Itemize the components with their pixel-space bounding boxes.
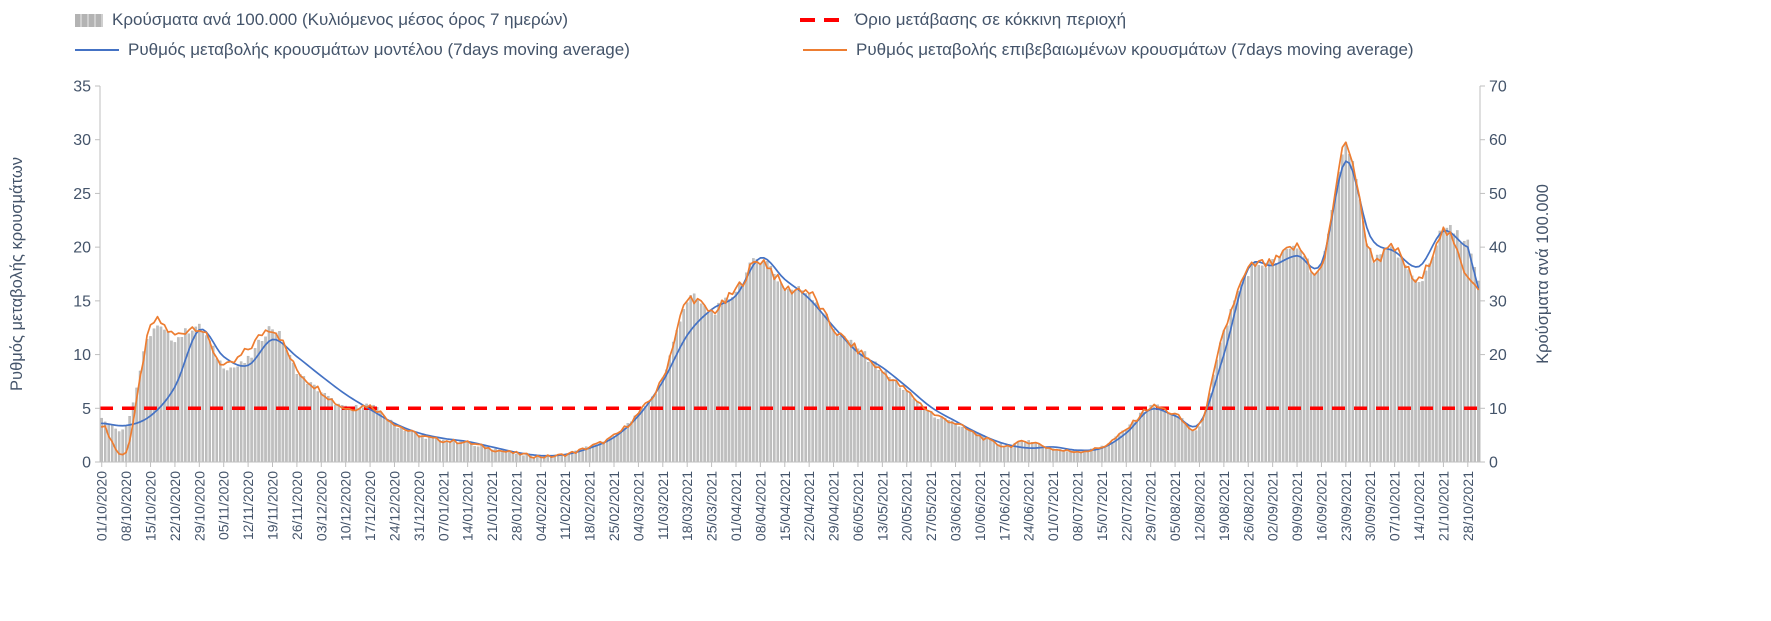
svg-text:02/09/2021: 02/09/2021 — [1265, 471, 1281, 541]
left-axis-title: Ρυθμός μεταβολής κρουσμάτων — [8, 157, 26, 391]
svg-text:22/04/2021: 22/04/2021 — [801, 471, 817, 541]
svg-text:18/02/2021: 18/02/2021 — [582, 471, 598, 541]
svg-text:13/05/2021: 13/05/2021 — [874, 471, 890, 541]
svg-text:11/02/2021: 11/02/2021 — [557, 471, 573, 540]
svg-text:29/04/2021: 29/04/2021 — [826, 471, 842, 541]
legend-label-confirmed-rate: Ρυθμός μεταβολής επιβεβαιωμένων κρουσμάτ… — [856, 40, 1414, 59]
confirmed-series-swatch — [803, 49, 847, 51]
svg-text:08/10/2020: 08/10/2020 — [118, 471, 134, 541]
legend-item-confirmed-rate: Ρυθμός μεταβολής επιβεβαιωμένων κρουσμάτ… — [803, 40, 1414, 60]
svg-text:31/12/2020: 31/12/2020 — [411, 471, 427, 541]
svg-text:22/07/2021: 22/07/2021 — [1118, 471, 1134, 541]
svg-text:21/01/2021: 21/01/2021 — [484, 471, 500, 541]
right-axis-title: Κρούσματα ανά 100.000 — [1534, 184, 1552, 364]
svg-text:03/06/2021: 03/06/2021 — [948, 471, 964, 541]
legend-item-model-rate: Ρυθμός μεταβολής κρουσμάτων μοντέλου (7d… — [75, 40, 630, 60]
threshold-dash-swatch — [800, 18, 846, 22]
svg-text:28/10/2021: 28/10/2021 — [1460, 471, 1476, 541]
svg-text:30: 30 — [73, 132, 91, 149]
svg-text:24/06/2021: 24/06/2021 — [1021, 471, 1037, 541]
svg-text:10: 10 — [1489, 401, 1507, 418]
svg-text:60: 60 — [1489, 132, 1507, 149]
bars-series — [100, 142, 1480, 463]
svg-text:35: 35 — [73, 79, 91, 96]
svg-text:17/12/2020: 17/12/2020 — [362, 471, 378, 541]
svg-text:16/09/2021: 16/09/2021 — [1313, 471, 1329, 541]
svg-text:15: 15 — [73, 293, 91, 310]
svg-text:24/12/2020: 24/12/2020 — [387, 471, 403, 541]
svg-text:04/02/2021: 04/02/2021 — [533, 471, 549, 541]
svg-text:40: 40 — [1489, 240, 1507, 257]
svg-text:07/10/2021: 07/10/2021 — [1387, 471, 1403, 541]
svg-text:06/05/2021: 06/05/2021 — [850, 471, 866, 541]
svg-text:19/08/2021: 19/08/2021 — [1216, 471, 1232, 541]
svg-text:25/03/2021: 25/03/2021 — [704, 471, 720, 541]
svg-text:30/09/2021: 30/09/2021 — [1362, 471, 1378, 541]
svg-text:0: 0 — [1489, 455, 1498, 472]
svg-text:10/12/2020: 10/12/2020 — [338, 471, 354, 541]
svg-text:10/06/2021: 10/06/2021 — [972, 471, 988, 541]
svg-text:10: 10 — [73, 347, 91, 364]
svg-text:05/11/2020: 05/11/2020 — [216, 471, 232, 540]
legend-item-red-zone-threshold: Όριο μετάβασης σε κόκκινη περιοχή — [800, 10, 1126, 30]
svg-text:15/10/2020: 15/10/2020 — [143, 471, 159, 541]
svg-text:05/08/2021: 05/08/2021 — [1167, 471, 1183, 541]
svg-text:20: 20 — [73, 240, 91, 257]
svg-text:26/11/2020: 26/11/2020 — [289, 471, 305, 540]
svg-text:14/01/2021: 14/01/2021 — [460, 471, 476, 541]
svg-text:17/06/2021: 17/06/2021 — [996, 471, 1012, 541]
svg-text:01/10/2020: 01/10/2020 — [94, 471, 110, 541]
legend-label-cases-per-100k: Κρούσματα ανά 100.000 (Κυλιόμενος μέσος … — [112, 10, 569, 29]
svg-text:28/01/2021: 28/01/2021 — [508, 471, 524, 541]
svg-text:04/03/2021: 04/03/2021 — [630, 471, 646, 541]
svg-text:26/08/2021: 26/08/2021 — [1240, 471, 1256, 541]
confirmed-rate-line — [100, 141, 1480, 459]
svg-text:22/10/2020: 22/10/2020 — [167, 471, 183, 541]
svg-text:11/03/2021: 11/03/2021 — [655, 471, 671, 540]
svg-text:01/04/2021: 01/04/2021 — [728, 471, 744, 541]
svg-text:70: 70 — [1489, 79, 1507, 96]
svg-text:30: 30 — [1489, 293, 1507, 310]
svg-text:29/07/2021: 29/07/2021 — [1143, 471, 1159, 541]
svg-text:21/10/2021: 21/10/2021 — [1435, 471, 1451, 541]
legend-item-cases-per-100k: Κρούσματα ανά 100.000 (Κυλιόμενος μέσος … — [75, 10, 568, 30]
svg-text:03/12/2020: 03/12/2020 — [313, 471, 329, 541]
svg-text:09/09/2021: 09/09/2021 — [1289, 471, 1305, 541]
svg-text:18/03/2021: 18/03/2021 — [679, 471, 695, 541]
svg-text:20/05/2021: 20/05/2021 — [899, 471, 915, 541]
svg-text:29/10/2020: 29/10/2020 — [191, 471, 207, 541]
svg-text:5: 5 — [82, 401, 91, 418]
svg-text:20: 20 — [1489, 347, 1507, 364]
svg-text:08/04/2021: 08/04/2021 — [752, 471, 768, 541]
svg-text:01/07/2021: 01/07/2021 — [1045, 471, 1061, 541]
svg-text:25: 25 — [73, 186, 91, 203]
svg-text:12/08/2021: 12/08/2021 — [1192, 471, 1208, 541]
model-rate-line — [100, 160, 1480, 457]
svg-text:25/02/2021: 25/02/2021 — [606, 471, 622, 541]
svg-text:15/04/2021: 15/04/2021 — [777, 471, 793, 541]
bar-series-swatch — [75, 13, 103, 27]
svg-text:0: 0 — [82, 455, 91, 472]
svg-text:19/11/2020: 19/11/2020 — [265, 471, 281, 540]
svg-text:07/01/2021: 07/01/2021 — [435, 471, 451, 541]
model-series-swatch — [75, 49, 119, 51]
svg-text:08/07/2021: 08/07/2021 — [1070, 471, 1086, 541]
svg-text:50: 50 — [1489, 186, 1507, 203]
svg-text:27/05/2021: 27/05/2021 — [923, 471, 939, 541]
svg-text:15/07/2021: 15/07/2021 — [1094, 471, 1110, 541]
svg-text:14/10/2021: 14/10/2021 — [1411, 471, 1427, 541]
legend-label-model-rate: Ρυθμός μεταβολής κρουσμάτων μοντέλου (7d… — [128, 40, 630, 59]
svg-text:12/11/2020: 12/11/2020 — [240, 471, 256, 540]
svg-text:23/09/2021: 23/09/2021 — [1338, 471, 1354, 541]
legend-label-red-zone-threshold: Όριο μετάβασης σε κόκκινη περιοχή — [855, 10, 1127, 29]
